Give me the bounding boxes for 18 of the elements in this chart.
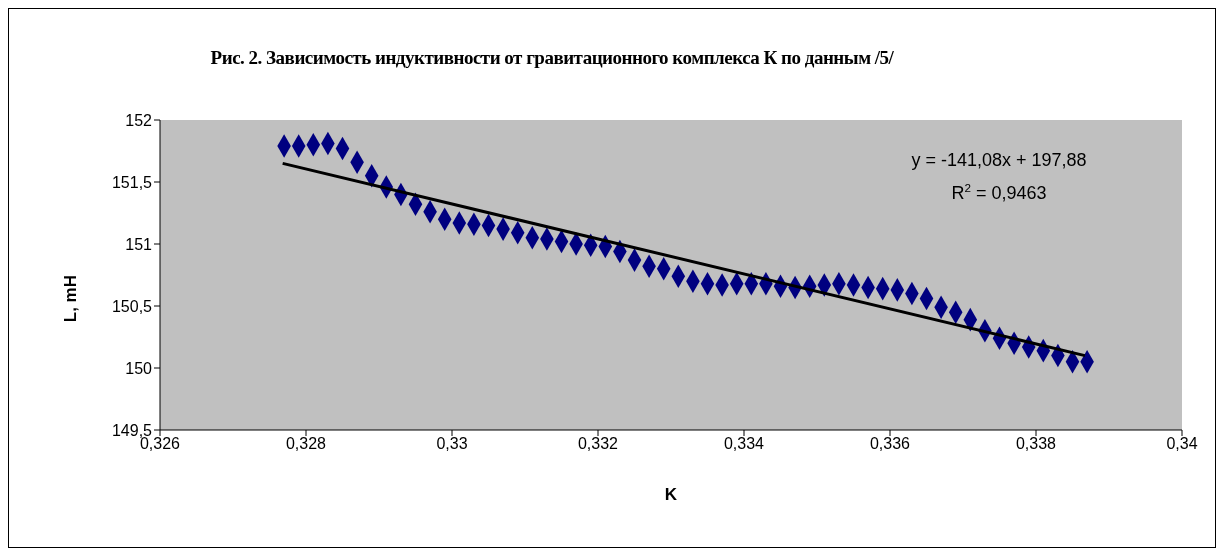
- y-tick-label: 152: [125, 111, 153, 129]
- x-axis-title: K: [664, 485, 678, 504]
- y-tick-label: 149,5: [111, 421, 153, 439]
- x-tick-label: 0,336: [869, 435, 911, 453]
- x-tick-label: 0,332: [577, 435, 619, 453]
- y-tick-label: 150,5: [111, 297, 153, 315]
- y-tick-label: 150: [125, 359, 153, 377]
- x-tick-label: 0,33: [436, 435, 468, 453]
- annotation: R$^{2}$ = 0,9463: [950, 180, 1048, 205]
- y-tick-label: 151,5: [111, 173, 153, 191]
- x-tick-label: 0,328: [285, 435, 327, 453]
- annotation: y = -141,08x + 197,88: [910, 149, 1088, 172]
- y-tick-label: 151: [125, 235, 153, 253]
- x-tick-label: 0,34: [1166, 435, 1198, 453]
- x-tick-label: 0,338: [1015, 435, 1057, 453]
- x-tick-label: 0,334: [723, 435, 765, 453]
- y-axis-title: L, mH: [61, 275, 81, 323]
- chart-title: Рис. 2. Зависимость индуктивности от гравитационного комплекса К по данным /5/: [209, 47, 895, 69]
